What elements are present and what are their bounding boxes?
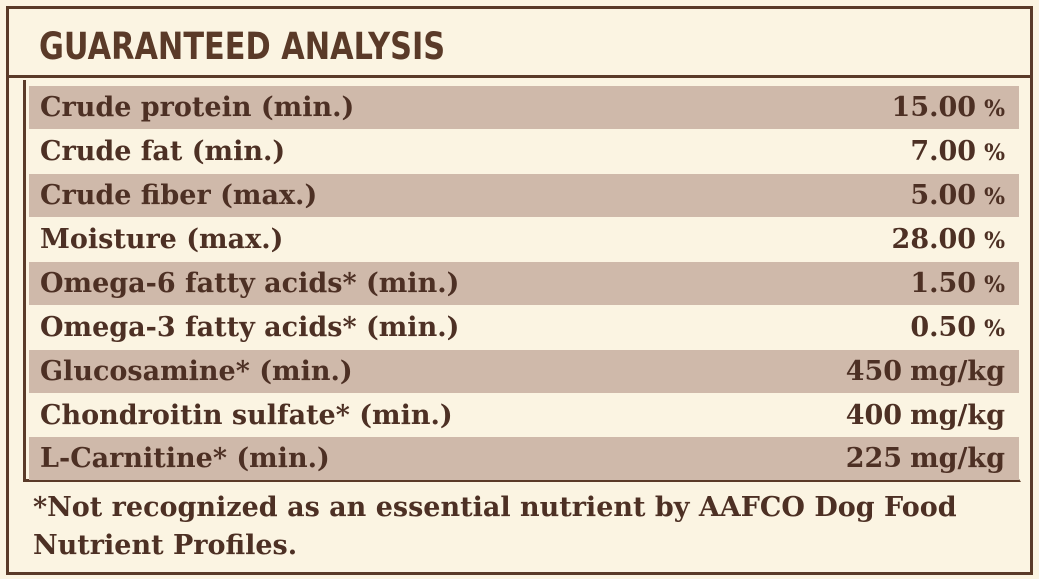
table-row: Glucosamine* (min.) 450 mg/kg [29, 350, 1019, 393]
row-unit: mg/kg [910, 443, 1005, 474]
row-label: Omega-3 fatty acids* (min.) [40, 312, 460, 343]
table-row: Crude fiber (max.) 5.00% [29, 174, 1019, 217]
row-label: Crude fat (min.) [40, 136, 286, 167]
table-row: Chondroitin sulfate* (min.) 400 mg/kg [29, 394, 1019, 437]
row-value-group: 7.00% [910, 136, 1005, 167]
guaranteed-analysis-panel: GUARANTEED ANALYSIS Crude protein (min.)… [6, 6, 1033, 575]
table-row: Omega-6 fatty acids* (min.) 1.50% [29, 262, 1019, 305]
row-value-group: 1.50% [910, 268, 1005, 299]
table-row: Crude protein (min.) 15.00% [29, 86, 1019, 129]
row-unit: % [984, 140, 1005, 166]
row-unit: % [984, 96, 1005, 122]
panel-title: GUARANTEED ANALYSIS [39, 25, 446, 68]
row-label: Chondroitin sulfate* (min.) [40, 400, 453, 431]
title-divider [9, 75, 1030, 78]
row-value-group: 28.00% [892, 224, 1005, 255]
row-value-group: 225 mg/kg [846, 443, 1005, 474]
row-label: Omega-6 fatty acids* (min.) [40, 268, 460, 299]
row-label: Glucosamine* (min.) [40, 356, 353, 387]
row-unit: % [984, 316, 1005, 342]
row-unit: % [984, 228, 1005, 254]
footnote: *Not recognized as an essential nutrient… [33, 492, 957, 561]
row-value: 400 [845, 400, 903, 431]
row-unit: % [984, 272, 1005, 298]
row-value: 225 [845, 443, 903, 474]
row-value-group: 15.00% [892, 92, 1005, 123]
row-value: 15.00 [891, 92, 977, 123]
row-label: Crude fiber (max.) [40, 180, 318, 211]
row-label: Moisture (max.) [40, 224, 284, 255]
analysis-table: Crude protein (min.) 15.00% Crude fat (m… [23, 80, 1021, 482]
row-unit: mg/kg [910, 356, 1005, 387]
row-value-group: 450 mg/kg [846, 356, 1005, 387]
table-row: Omega-3 fatty acids* (min.) 0.50% [29, 306, 1019, 349]
row-unit: % [984, 184, 1005, 210]
row-value-group: 0.50% [910, 312, 1005, 343]
row-value: 0.50 [910, 312, 977, 343]
row-value: 450 [845, 356, 903, 387]
row-value: 5.00 [910, 180, 977, 211]
row-value: 7.00 [910, 136, 977, 167]
row-label: L-Carnitine* (min.) [40, 443, 330, 474]
table-row: L-Carnitine* (min.) 225 mg/kg [29, 437, 1019, 480]
row-unit: mg/kg [910, 400, 1005, 431]
row-value-group: 5.00% [910, 180, 1005, 211]
row-label: Crude protein (min.) [40, 92, 355, 123]
table-row: Moisture (max.) 28.00% [29, 218, 1019, 261]
row-value: 28.00 [891, 224, 977, 255]
table-row: Crude fat (min.) 7.00% [29, 130, 1019, 173]
row-value-group: 400 mg/kg [846, 400, 1005, 431]
row-value: 1.50 [910, 268, 977, 299]
